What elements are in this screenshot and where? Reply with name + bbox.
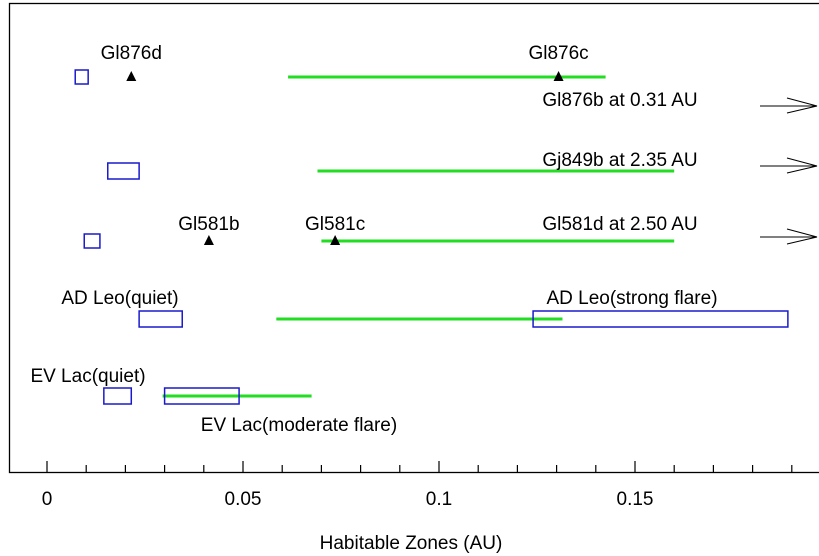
flare-box-layer <box>74 69 789 405</box>
off-scale-label: Gl581d at 2.50 AU <box>542 214 697 235</box>
planet-marker <box>203 235 214 245</box>
planet-label: Gl876d <box>101 43 162 64</box>
off-scale-label: Gj849b at 2.35 AU <box>542 150 697 171</box>
planet-marker <box>553 71 564 81</box>
flare-zone-box <box>103 387 133 405</box>
flare-zone-box <box>163 387 240 405</box>
planet-marker <box>330 235 341 245</box>
planet-label: Gl581b <box>178 214 239 235</box>
x-tick-label: 0.15 <box>617 489 654 510</box>
flare-zone-box <box>74 69 89 85</box>
flare-zone-box <box>107 162 140 180</box>
planet-marker <box>126 71 137 81</box>
x-tick-label: 0.1 <box>426 489 452 510</box>
box-label: AD Leo(strong flare) <box>546 288 717 309</box>
box-label: AD Leo(quiet) <box>61 288 178 309</box>
x-axis-title: Habitable Zones (AU) <box>320 533 503 554</box>
arrow-layer <box>760 97 818 245</box>
planet-label: Gl581c <box>305 214 365 235</box>
off-scale-label: Gl876b at 0.31 AU <box>542 90 697 111</box>
x-tick-label: 0.05 <box>225 489 262 510</box>
label-layer: Gl876d Gl876c Gl876b at 0.31 AU Gj849b at 2… <box>30 43 717 436</box>
box-label: EV Lac(quiet) <box>30 366 145 387</box>
flare-zone-box <box>83 233 101 249</box>
off-scale-arrow <box>760 157 818 174</box>
planet-layer <box>126 71 564 245</box>
habitable-zone-layer <box>162 75 675 398</box>
planet-label: Gl876c <box>528 43 588 64</box>
flare-zone-box <box>532 310 789 328</box>
flare-zone-box <box>138 310 183 328</box>
off-scale-arrow <box>760 228 818 245</box>
off-scale-arrow <box>760 97 818 114</box>
box-label: EV Lac(moderate flare) <box>201 415 397 436</box>
x-axis: 0 0.05 0.1 0.15 <box>42 461 793 510</box>
x-tick-label: 0 <box>42 489 53 510</box>
plot-frame <box>8 2 819 474</box>
